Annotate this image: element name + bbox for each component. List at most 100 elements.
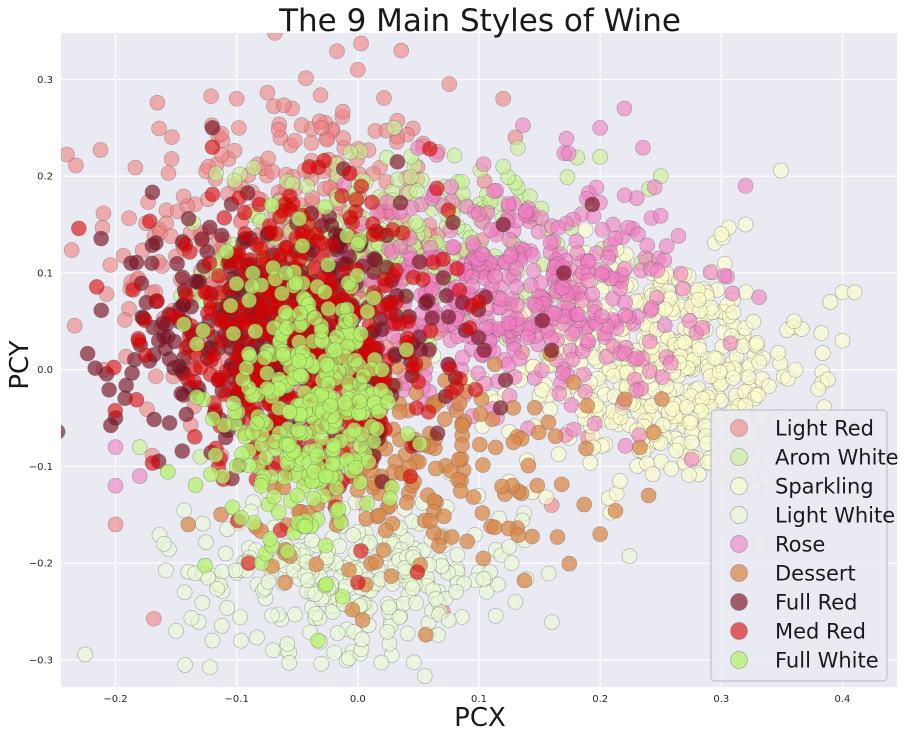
data-point [218,243,235,260]
data-point [216,210,233,226]
data-point [194,594,211,611]
data-point [444,239,461,255]
data-point [546,305,563,322]
data-point [751,354,767,371]
data-point [307,606,324,622]
data-point [607,502,624,519]
data-point [388,262,404,279]
data-point [503,555,520,571]
data-point [657,317,673,334]
data-point [449,547,466,563]
data-point [353,35,369,52]
data-point [531,424,547,441]
data-point [458,198,475,215]
data-point [441,612,457,628]
data-point [292,367,309,384]
data-point [177,236,194,253]
data-point [345,527,361,543]
data-point [770,344,787,361]
data-point [246,159,262,176]
data-point [487,268,503,285]
data-point [146,411,162,428]
data-point [427,460,444,477]
data-point [177,657,193,673]
data-point [88,279,105,295]
data-point [380,394,396,410]
data-point [564,351,581,368]
data-point [236,204,253,221]
data-point [629,350,645,366]
data-point [475,571,492,587]
data-point [472,436,488,453]
data-point [310,632,326,649]
data-point [77,646,93,663]
data-point [530,223,547,240]
data-point [329,625,346,641]
data-point [277,574,293,591]
data-point [454,609,470,625]
data-point [494,478,510,495]
data-point [186,428,203,445]
data-point [324,237,341,253]
x-tick-label: 0.0 [350,694,366,705]
data-point [510,527,527,544]
data-point [738,284,754,301]
data-point [547,428,564,444]
data-point [422,513,439,529]
data-point [249,415,265,431]
data-point [621,548,638,565]
data-point [722,335,739,352]
data-point [549,529,566,545]
data-point [228,458,245,475]
data-point [260,574,277,590]
legend-marker [730,593,748,611]
data-point [443,529,460,545]
data-point [158,562,174,579]
y-tick-label: −0.3 [29,655,53,666]
data-point [612,473,628,489]
data-point [131,468,148,484]
data-point [404,360,421,376]
data-point [398,494,415,511]
data-point [329,43,345,60]
data-point [711,364,728,380]
data-point [497,372,514,388]
data-point [641,333,658,350]
data-point [822,294,839,310]
data-point [180,210,197,227]
data-point [645,424,662,441]
data-point [682,414,698,431]
data-point [428,591,444,607]
data-point [320,301,337,317]
data-point [538,489,555,506]
data-point [148,368,164,385]
data-point [207,447,224,463]
data-point [565,421,582,438]
data-point [495,216,512,233]
data-point [405,269,422,286]
data-point [787,362,804,378]
data-point [157,340,174,357]
data-point [641,363,658,380]
data-point [228,90,245,107]
data-point [205,411,221,427]
legend-marker [730,448,748,466]
data-point [176,502,192,519]
data-point [694,319,711,336]
data-point [429,425,446,441]
data-point [66,317,83,334]
data-point [569,245,586,261]
data-point [472,406,489,422]
data-point [635,139,651,156]
data-point [334,188,350,204]
data-point [486,183,502,199]
data-point [725,304,742,321]
data-point [260,150,277,167]
data-point [107,439,124,455]
data-point [169,255,185,272]
data-point [373,654,390,671]
data-point [316,152,332,169]
data-point [227,562,244,579]
data-point [187,477,204,493]
data-point [280,437,297,453]
